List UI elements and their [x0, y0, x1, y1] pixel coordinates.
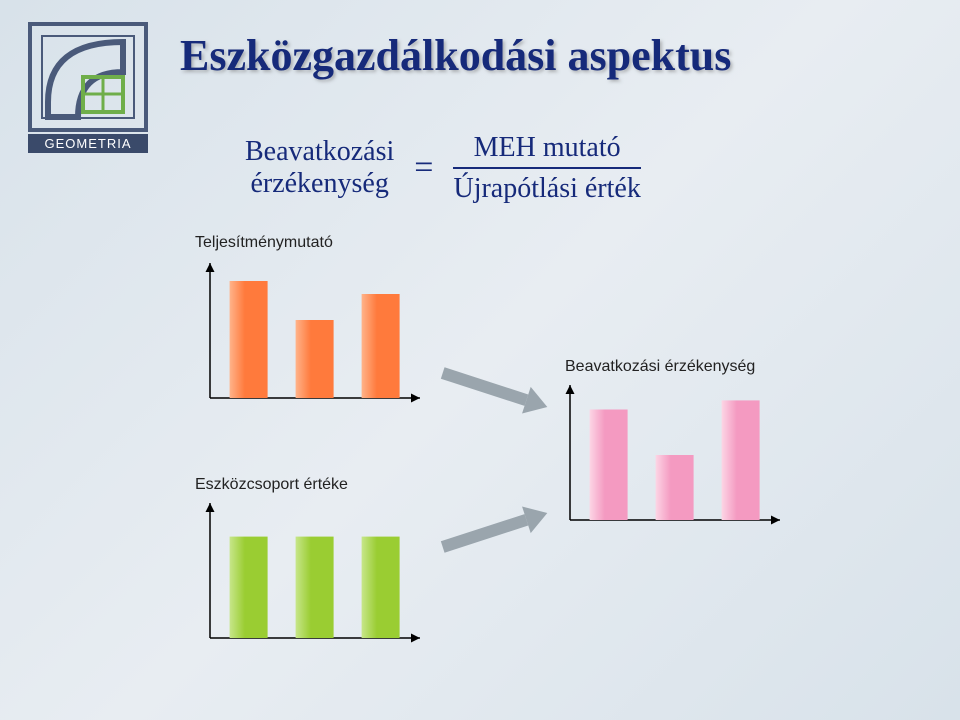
bar — [230, 537, 268, 638]
logo-glyph — [28, 22, 148, 132]
bar — [656, 455, 694, 520]
chart-sens-svg — [555, 380, 785, 530]
bar — [230, 281, 268, 398]
formula-lhs-line1: Beavatkozási — [245, 136, 394, 168]
chart-sens: Beavatkozási érzékenység — [555, 380, 785, 530]
chart-asset: Eszközcsoport értéke — [195, 498, 425, 648]
arrow2-svg — [440, 510, 550, 550]
bar — [590, 410, 628, 521]
formula: Beavatkozási érzékenység = MEH mutató Új… — [245, 130, 641, 206]
chart-asset-caption: Eszközcsoport értéke — [195, 476, 348, 494]
bar — [362, 294, 400, 398]
logo: GEOMETRIA — [28, 22, 148, 153]
bar — [362, 537, 400, 638]
chart-perf-caption: Teljesítménymutató — [195, 234, 333, 252]
logo-label: GEOMETRIA — [28, 134, 148, 153]
formula-numerator: MEH mutató — [453, 130, 640, 169]
formula-rhs: MEH mutató Újrapótlási érték — [453, 130, 640, 206]
formula-denominator: Újrapótlási érték — [453, 169, 640, 206]
bar — [296, 537, 334, 638]
bar — [722, 400, 760, 520]
formula-lhs: Beavatkozási érzékenység — [245, 136, 394, 200]
arrow1-svg — [440, 370, 550, 410]
formula-eq: = — [414, 149, 433, 187]
arrow-asset-to-sens — [440, 510, 550, 550]
page-title: Eszközgazdálkodási aspektus — [180, 30, 731, 81]
chart-perf: Teljesítménymutató — [195, 258, 425, 408]
chart-perf-svg — [195, 258, 425, 408]
formula-lhs-line2: érzékenység — [245, 168, 394, 200]
bar — [296, 320, 334, 398]
chart-asset-svg — [195, 498, 425, 648]
arrow-perf-to-sens — [440, 370, 550, 410]
chart-sens-caption: Beavatkozási érzékenység — [565, 358, 755, 376]
